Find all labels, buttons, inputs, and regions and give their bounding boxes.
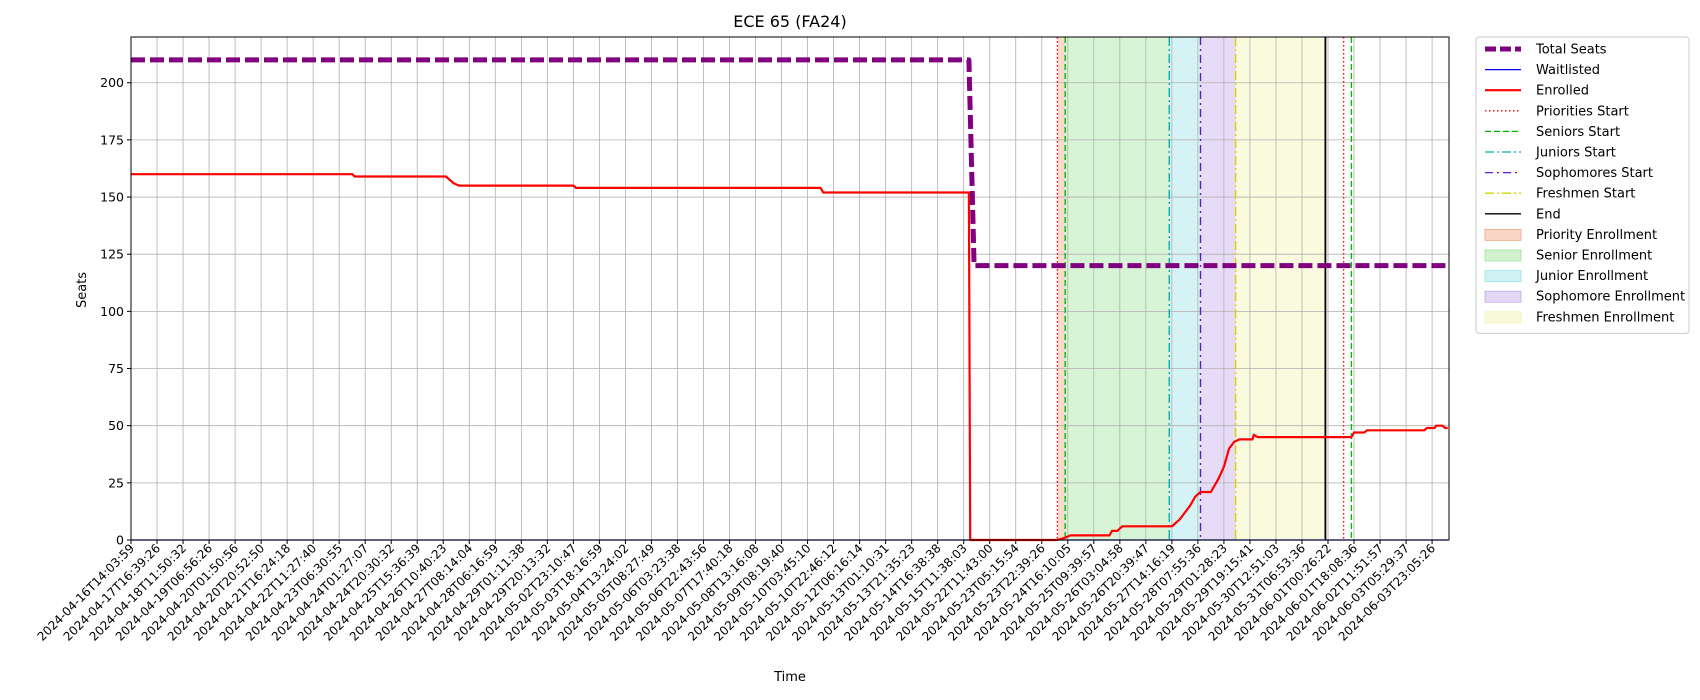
legend-label: Senior Enrollment: [1536, 249, 1652, 264]
legend: Total Seats Waitlisted Enrolled Priorities …: [1475, 36, 1690, 334]
plot-background: [131, 37, 1449, 540]
series-line-enrolled: [131, 173, 1448, 542]
legend-swatch: [1484, 290, 1522, 303]
legend-box: [1475, 36, 1690, 334]
x-axis-label: Time: [773, 670, 806, 685]
legend-label: Priority Enrollment: [1536, 228, 1657, 243]
legend-swatch: [1484, 249, 1522, 262]
plot-area: 02550751001251501752002024-04-16T14:03:5…: [35, 36, 1450, 644]
legend-swatch: [1484, 270, 1522, 283]
phase-span-junior-enrollment: [1169, 37, 1201, 540]
legend-label: Freshmen Start: [1536, 187, 1635, 202]
legend-label: Seniors Start: [1536, 125, 1620, 140]
series-line-total-seats: [131, 57, 1448, 269]
legend-label: Freshmen Enrollment: [1536, 310, 1674, 325]
chart-title: ECE 65 (FA24): [733, 12, 846, 31]
legend-label: Junior Enrollment: [1535, 269, 1648, 284]
y-tick-label: 25: [108, 475, 124, 490]
legend-swatch: [1484, 311, 1522, 324]
legend-label: Waitlisted: [1536, 63, 1600, 78]
y-tick-label: 0: [116, 533, 124, 548]
legend-label: Priorities Start: [1536, 104, 1629, 119]
y-tick-label: 200: [100, 75, 124, 90]
phase-span-freshmen-enrollment: [1235, 37, 1326, 540]
legend-label: Juniors Start: [1535, 146, 1616, 161]
plot-frame: [130, 36, 1450, 541]
y-tick-label: 150: [100, 190, 124, 205]
phase-span-sophomore-enrollment: [1200, 37, 1236, 540]
phase-span-priority-enrollment: [1057, 37, 1066, 540]
phase-span-senior-enrollment: [1065, 37, 1170, 540]
y-tick-label: 100: [100, 304, 124, 319]
y-tick-label: 125: [100, 247, 124, 262]
legend-swatch: [1484, 228, 1522, 241]
legend-label: End: [1536, 207, 1561, 222]
y-axis-label: Seats: [75, 272, 90, 308]
legend-label: Total Seats: [1535, 43, 1607, 58]
y-tick-label: 75: [108, 361, 124, 376]
legend-label: Enrolled: [1536, 84, 1589, 99]
legend-label: Sophomore Enrollment: [1536, 290, 1685, 305]
legend-label: Sophomores Start: [1536, 166, 1653, 181]
y-tick-label: 50: [108, 418, 124, 433]
y-tick-label: 175: [100, 132, 124, 147]
